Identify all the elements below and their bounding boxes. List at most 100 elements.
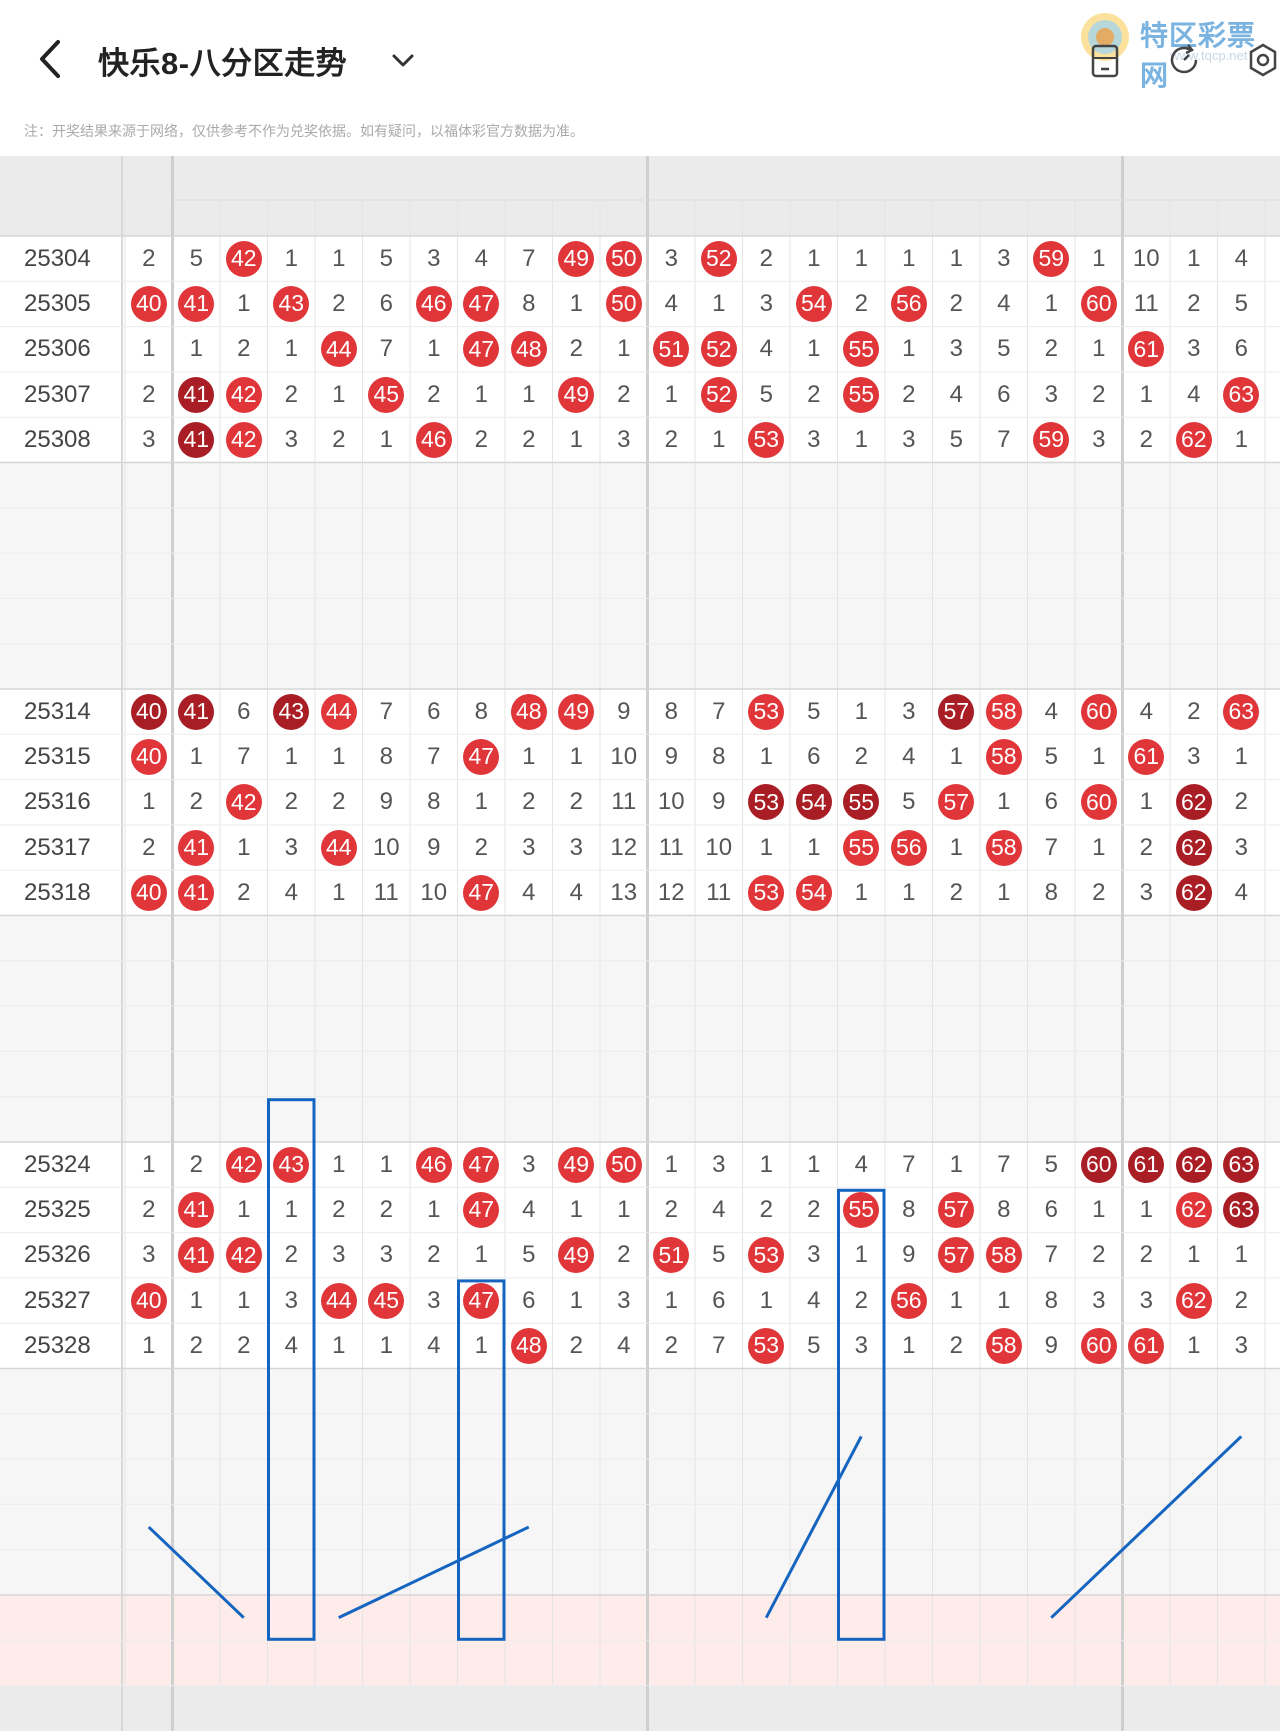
omission-count: 5 — [1044, 1150, 1058, 1178]
drawn-number-ball: 54 — [795, 285, 832, 322]
omission-count: 2 — [854, 1286, 868, 1314]
refresh-icon[interactable] — [1166, 42, 1202, 78]
omission-count: 2 — [1234, 788, 1248, 816]
trend-cell: 46 — [410, 417, 458, 462]
omission-count: 2 — [902, 380, 916, 408]
omission-count: 3 — [522, 1150, 536, 1178]
trend-cell: 50 — [600, 1142, 648, 1187]
omission-count: 3 — [142, 425, 156, 453]
drawn-number-ball: 40 — [130, 1282, 167, 1319]
omission-count: 11 — [658, 833, 684, 861]
back-arrow-icon[interactable] — [30, 34, 74, 84]
drawn-number-ball: 43 — [273, 285, 310, 322]
omission-count: 3 — [142, 1241, 156, 1269]
trend-cell: 49 — [553, 372, 601, 417]
trend-cell: 52 — [695, 372, 743, 417]
trend-cell: 53 — [743, 780, 791, 825]
omission-count: 3 — [1044, 380, 1058, 408]
drawn-number-ball: 47 — [463, 1146, 500, 1183]
trend-cell: 58 — [980, 825, 1028, 870]
chevron-down-icon[interactable] — [388, 46, 418, 76]
omission-count: 1 — [379, 1331, 393, 1359]
trend-cell: 53 — [743, 689, 791, 734]
trend-cell: 43 — [268, 281, 316, 326]
omission-count: 10 — [1132, 244, 1160, 272]
drawn-number-ball: 50 — [605, 285, 642, 322]
trend-cell: 61 — [1123, 1323, 1171, 1368]
omission-count: 3 — [1139, 878, 1153, 906]
header-band — [0, 156, 1280, 236]
omission-count: 1 — [759, 1286, 773, 1314]
trend-cell: 47 — [458, 1187, 506, 1232]
drawn-number-ball: 42 — [225, 1146, 262, 1183]
trend-cell: 55 — [838, 327, 886, 372]
omission-count: 2 — [189, 788, 203, 816]
omission-count: 7 — [379, 697, 393, 725]
omission-count: 7 — [522, 244, 536, 272]
page-title: 快乐8-八分区走势 — [98, 46, 348, 81]
omission-count: 2 — [142, 1195, 156, 1223]
trend-cell: 58 — [980, 1233, 1028, 1278]
trend-cell: 44 — [315, 327, 363, 372]
drawn-number-ball: 58 — [985, 829, 1022, 866]
trend-cell: 41 — [173, 281, 221, 326]
omission-count: 4 — [569, 878, 583, 906]
drawn-number-ball: 47 — [463, 331, 500, 368]
omission-count: 3 — [522, 833, 536, 861]
omission-count: 2 — [854, 742, 868, 770]
omission-count: 1 — [949, 1286, 963, 1314]
period-number: 25305 — [24, 289, 91, 317]
omission-count: 5 — [1234, 289, 1248, 317]
omission-count: 7 — [379, 335, 393, 363]
omission-count: 3 — [617, 1286, 631, 1314]
omission-count: 1 — [807, 1150, 821, 1178]
omission-count: 2 — [474, 833, 488, 861]
omission-count: 4 — [522, 1195, 536, 1223]
omission-count: 2 — [617, 380, 631, 408]
omission-count: 1 — [617, 335, 631, 363]
trend-cell: 41 — [173, 870, 221, 915]
settings-gear-icon[interactable] — [1246, 42, 1280, 78]
drawn-number-ball: 49 — [558, 240, 595, 277]
trend-cell: 57 — [933, 780, 981, 825]
omission-count: 1 — [902, 244, 916, 272]
omission-count: 9 — [712, 788, 726, 816]
omission-count: 4 — [1139, 697, 1153, 725]
omission-count: 3 — [854, 1331, 868, 1359]
drawn-number-ball: 62 — [1175, 874, 1212, 911]
omission-count: 1 — [332, 380, 346, 408]
omission-count: 5 — [949, 425, 963, 453]
omission-count: 2 — [237, 878, 251, 906]
omission-count: 10 — [610, 742, 638, 770]
drawn-number-ball: 60 — [1080, 1327, 1117, 1364]
brand-name: 特区彩票网 — [1140, 20, 1257, 91]
omission-count: 2 — [474, 425, 488, 453]
app-header: 快乐8-八分区走势 特区彩票网 www.tqcp.net — [0, 0, 1280, 118]
omission-count: 2 — [284, 788, 298, 816]
omission-count: 2 — [949, 1331, 963, 1359]
omission-count: 1 — [522, 380, 536, 408]
omission-count: 8 — [1044, 878, 1058, 906]
trend-cell: 52 — [695, 236, 743, 281]
drawn-number-ball: 47 — [463, 285, 500, 322]
omission-count: 1 — [807, 335, 821, 363]
omission-count: 3 — [997, 244, 1011, 272]
omission-count: 1 — [1092, 244, 1106, 272]
footer-band — [0, 1685, 1280, 1731]
drawn-number-ball: 42 — [225, 784, 262, 821]
omission-count: 2 — [332, 425, 346, 453]
trend-cell: 58 — [980, 689, 1028, 734]
trend-cell: 53 — [743, 417, 791, 462]
trend-cell: 41 — [173, 1233, 221, 1278]
omission-count: 1 — [522, 742, 536, 770]
omission-count: 1 — [569, 289, 583, 317]
drawn-number-ball: 44 — [320, 1282, 357, 1319]
trend-cell: 58 — [980, 1323, 1028, 1368]
trend-cell: 51 — [648, 327, 696, 372]
trend-cell: 63 — [1218, 1187, 1266, 1232]
phone-icon[interactable] — [1090, 44, 1120, 78]
trend-cell: 42 — [220, 1233, 268, 1278]
drawn-number-ball: 52 — [700, 376, 737, 413]
omission-count: 4 — [902, 742, 916, 770]
omission-count: 4 — [664, 289, 678, 317]
